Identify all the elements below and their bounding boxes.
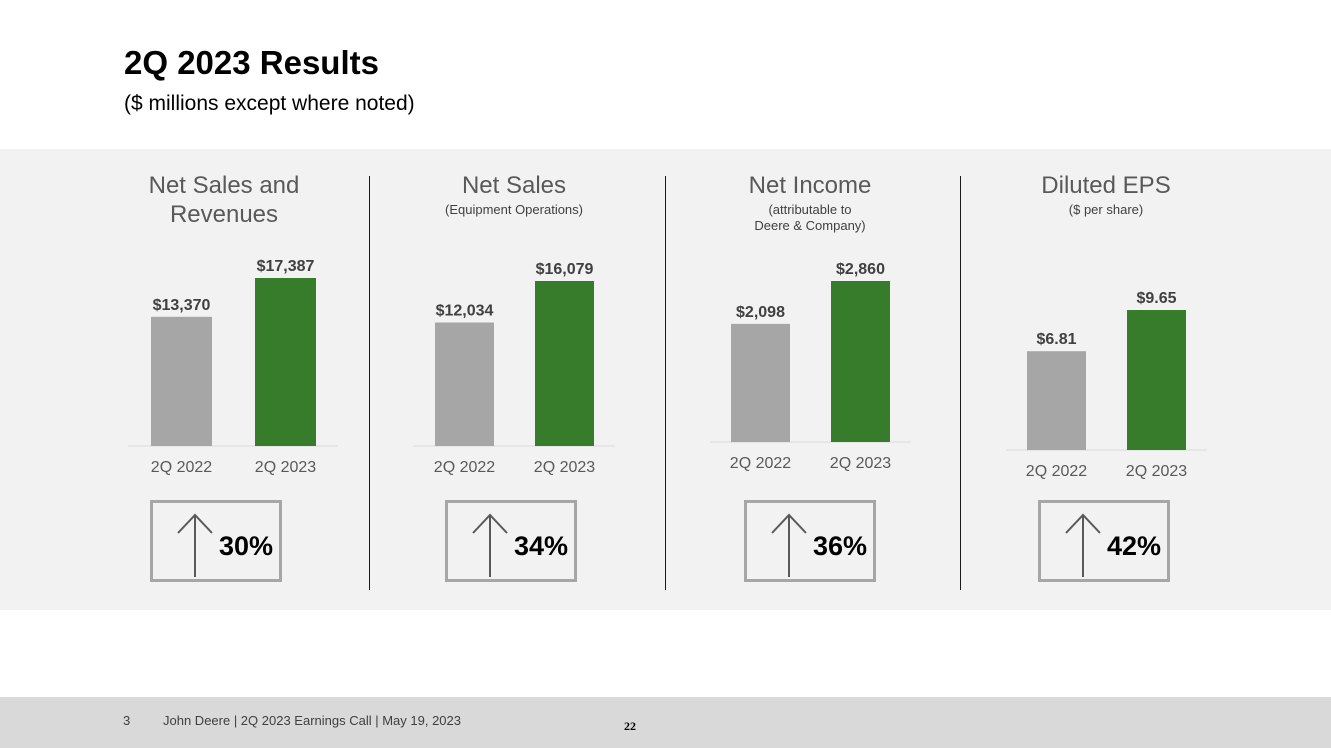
category-label: 2Q 2023 (255, 459, 316, 476)
bar-2q-2022 (151, 316, 212, 446)
chart-panel-net-sales-and-revenues: Net Sales and Revenues $13,370 2Q 2022 $17… (124, 149, 338, 610)
data-label: $13,370 (153, 297, 211, 314)
bar-chart: $6.81 2Q 2022 $9.65 2Q 2023 (1006, 290, 1207, 480)
change-box: 34% (445, 500, 577, 582)
category-label: 2Q 2023 (830, 455, 891, 472)
bar-2q-2022 (1027, 351, 1086, 450)
data-label: $12,034 (436, 303, 494, 320)
bar-2q-2022 (731, 323, 790, 442)
arrow-up-icon (472, 513, 508, 577)
bar-2q-2023 (831, 281, 890, 442)
data-label: $6.81 (1036, 331, 1076, 348)
change-percent: 42% (1107, 531, 1162, 561)
footer-text: John Deere | 2Q 2023 Earnings Call | May… (163, 713, 461, 728)
change-percent: 36% (813, 531, 868, 561)
bar-chart: $12,034 2Q 2022 $16,079 2Q 2023 (413, 261, 615, 476)
data-label: $2,860 (836, 261, 885, 278)
category-label: 2Q 2023 (534, 459, 595, 476)
bar-2q-2023 (255, 278, 316, 446)
chart-panel-diluted-eps: Diluted EPS ($ per share) $6.81 2Q 2022 $9… (996, 149, 1216, 610)
arrow-up-icon (1065, 513, 1101, 577)
panel-subtitle: (Equipment Operations) (444, 202, 583, 217)
panel-title: Net Sales (461, 172, 567, 199)
category-label: 2Q 2022 (151, 459, 212, 476)
bar-chart: $2,098 2Q 2022 $2,860 2Q 2023 (710, 261, 911, 472)
page-subtitle: ($ millions except where noted) (124, 92, 415, 115)
panel-title: Diluted EPS (1041, 172, 1171, 199)
panel-divider-3 (960, 176, 961, 590)
change-box: 30% (150, 500, 282, 582)
footer: 3 John Deere | 2Q 2023 Earnings Call | M… (0, 697, 1331, 748)
category-label: 2Q 2022 (1026, 463, 1087, 480)
change-box: 42% (1038, 500, 1170, 582)
bar-2q-2023 (535, 281, 594, 446)
panel-title: Net Income (748, 172, 872, 199)
change-percent: 34% (514, 531, 569, 561)
bar-chart: $13,370 2Q 2022 $17,387 2Q 2023 (128, 258, 338, 476)
page-number: 22 (624, 719, 636, 733)
panel-subtitle: (attributable to Deere & Company) (754, 202, 866, 233)
bar-2q-2023 (1127, 310, 1186, 450)
bar-2q-2022 (435, 322, 494, 446)
panel-divider-2 (665, 176, 666, 590)
category-label: 2Q 2023 (1126, 463, 1187, 480)
arrow-up-icon (177, 513, 213, 577)
page-title: 2Q 2023 Results (124, 44, 379, 81)
category-label: 2Q 2022 (730, 455, 791, 472)
data-label: $16,079 (536, 261, 594, 278)
arrow-up-icon (771, 513, 807, 577)
chart-panel-net-sales: Net Sales (Equipment Operations) $12,034… (404, 149, 624, 610)
change-percent: 30% (219, 531, 274, 561)
data-label: $17,387 (257, 258, 315, 275)
panel-subtitle: ($ per share) (1068, 202, 1144, 217)
chart-panel-net-income: Net Income (attributable to Deere & Comp… (700, 149, 920, 610)
category-label: 2Q 2022 (434, 459, 495, 476)
change-box: 36% (744, 500, 876, 582)
data-label: $2,098 (736, 304, 785, 321)
data-label: $9.65 (1136, 290, 1176, 307)
panel-title: Net Sales and Revenues (148, 172, 300, 228)
panel-divider-1 (369, 176, 370, 590)
slide-number: 3 (123, 713, 131, 728)
